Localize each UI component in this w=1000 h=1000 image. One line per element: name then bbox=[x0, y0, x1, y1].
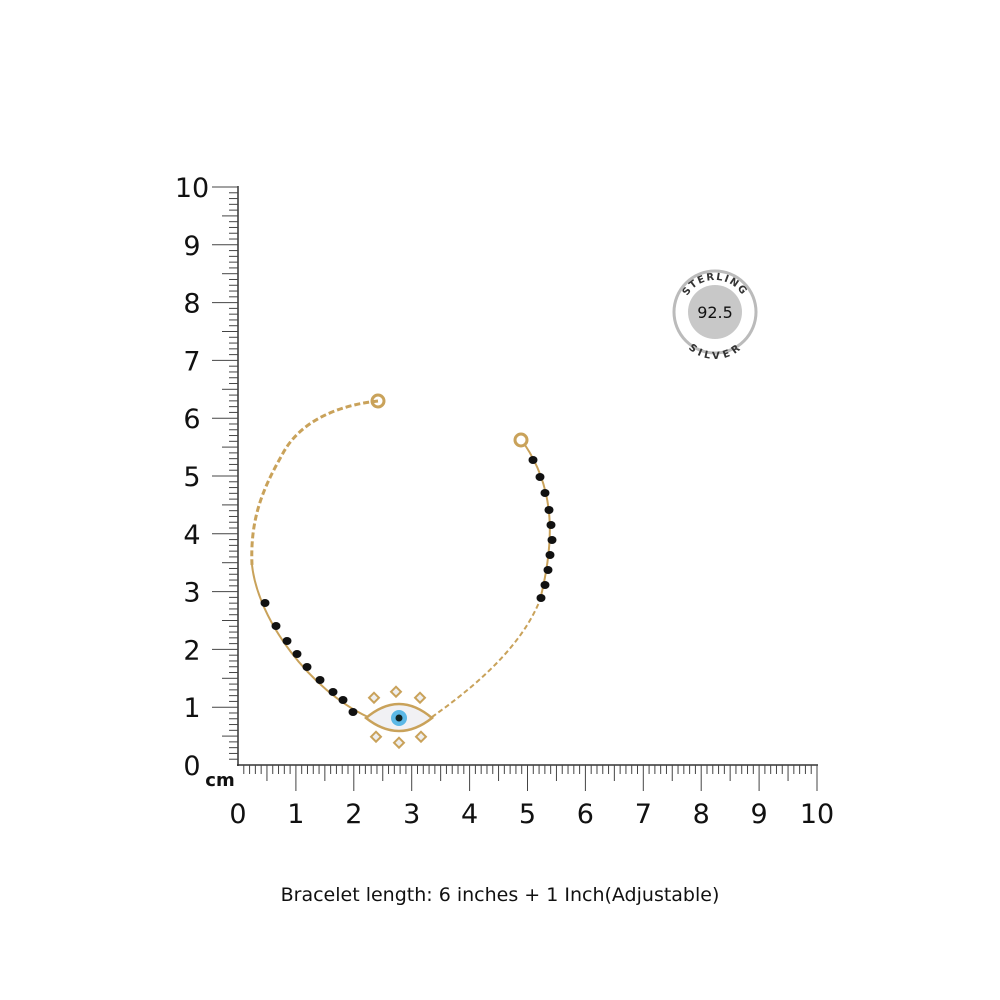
spring-clasp bbox=[513, 432, 529, 448]
eye-stones bbox=[367, 685, 428, 750]
bead-chain-right bbox=[524, 444, 551, 601]
y-tick-label: 5 bbox=[183, 462, 200, 493]
ruler: cm 0 1 2 3 4 5 6 7 8 9 10 0 1 2 3 4 5 6 7 8 9 10 bbox=[175, 173, 834, 830]
badge-center: 92.5 bbox=[697, 303, 733, 322]
x-tick-label: 4 bbox=[461, 799, 478, 830]
sterling-badge: STERLING 92.5 SILVER bbox=[672, 269, 758, 362]
bead-chain-left bbox=[251, 564, 369, 718]
x-tick-label: 8 bbox=[693, 799, 710, 830]
y-tick-label: 9 bbox=[183, 231, 200, 262]
x-tick-label: 5 bbox=[519, 799, 536, 830]
y-tick-label: 10 bbox=[175, 173, 209, 204]
bracelet bbox=[250, 393, 557, 750]
y-tick-label: 2 bbox=[183, 635, 200, 666]
chain-ring bbox=[370, 393, 386, 409]
beads bbox=[260, 456, 557, 716]
x-tick-label: 3 bbox=[403, 799, 420, 830]
x-tick-label: 0 bbox=[229, 799, 246, 830]
y-tick-label: 6 bbox=[183, 404, 200, 435]
y-tick-label: 3 bbox=[183, 578, 200, 609]
eye-pupil bbox=[395, 714, 403, 722]
x-tick-label: 2 bbox=[345, 799, 362, 830]
y-tick-label: 1 bbox=[183, 693, 200, 724]
x-tick-label: 10 bbox=[800, 799, 834, 830]
extension-chain bbox=[250, 399, 379, 566]
unit-label: cm bbox=[205, 770, 234, 791]
x-tick-label: 7 bbox=[635, 799, 652, 830]
y-tick-label: 7 bbox=[183, 346, 200, 377]
x-tick-label: 1 bbox=[287, 799, 304, 830]
caption: Bracelet length: 6 inches + 1 Inch(Adjus… bbox=[281, 884, 720, 906]
x-tick-label: 9 bbox=[751, 799, 768, 830]
chain-right bbox=[431, 599, 541, 718]
y-tick-label: 0 bbox=[183, 751, 200, 782]
y-tick-label: 8 bbox=[183, 289, 200, 320]
x-tick-label: 6 bbox=[577, 799, 594, 830]
y-tick-label: 4 bbox=[183, 520, 200, 551]
